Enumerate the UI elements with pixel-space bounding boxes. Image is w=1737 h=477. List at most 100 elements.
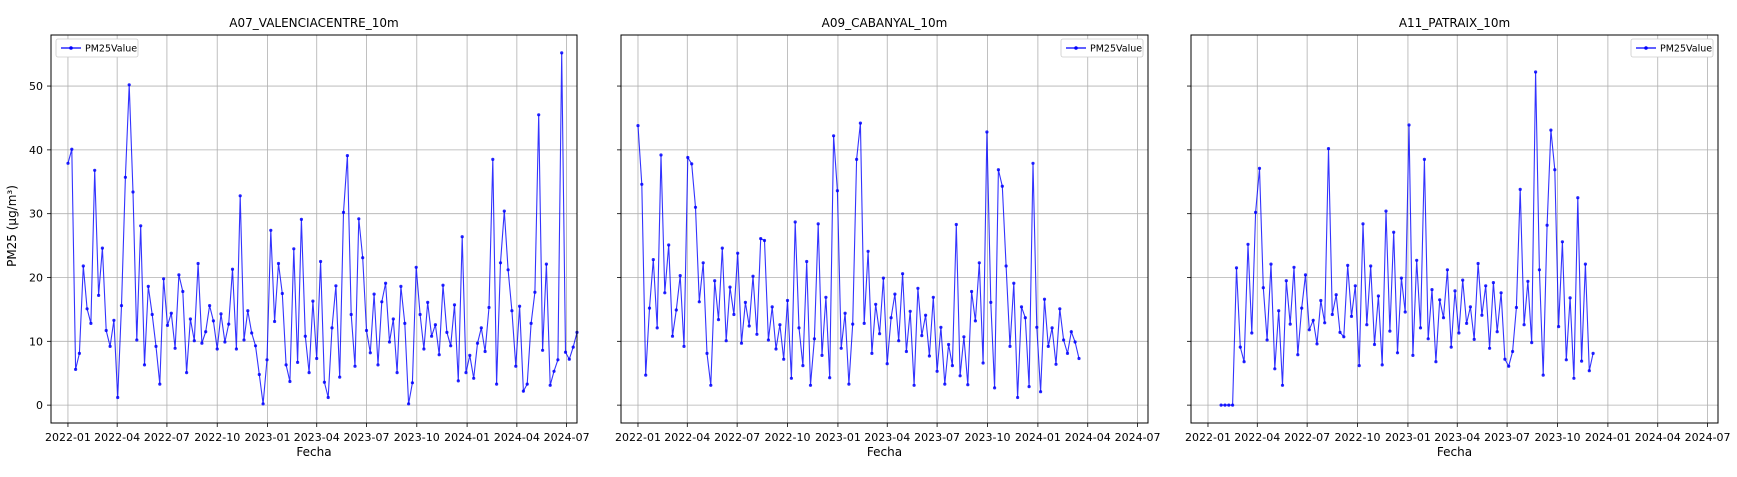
chart-panel: A09_CABANYAL_10m 2022-01 2022-04 2022-07 202… (615, 16, 1161, 459)
x-tick-label: 2022-07 (144, 431, 190, 444)
data-point (1591, 351, 1595, 355)
data-point (1361, 222, 1365, 226)
data-point (1231, 403, 1235, 407)
data-point (123, 175, 127, 179)
data-point (782, 357, 786, 361)
data-point (449, 344, 453, 348)
data-point (238, 194, 242, 198)
data-point (839, 346, 843, 350)
data-point (1288, 322, 1292, 326)
data-point (307, 371, 311, 375)
data-point (116, 395, 120, 400)
data-point (812, 337, 817, 341)
data-point (387, 340, 392, 344)
data-point (939, 325, 943, 329)
data-point (563, 350, 568, 354)
y-tick-label: 50 (29, 80, 43, 93)
data-point (1587, 369, 1591, 373)
data-point (265, 358, 269, 362)
data-point (1012, 281, 1016, 285)
data-point (288, 379, 292, 384)
data-point (181, 289, 185, 294)
y-tick-label: 30 (29, 208, 43, 221)
data-point (1077, 356, 1081, 361)
data-point (1346, 263, 1350, 267)
data-point (338, 375, 342, 379)
data-point (1273, 367, 1277, 371)
data-point (1499, 291, 1503, 295)
data-point (319, 259, 323, 264)
data-point (1035, 325, 1039, 329)
data-point (407, 402, 411, 406)
data-point (1422, 157, 1426, 161)
x-tick-label: 2024-01 (1585, 431, 1631, 444)
data-point (1261, 286, 1265, 290)
data-point (158, 382, 162, 386)
data-point (759, 237, 763, 241)
data-point (1465, 321, 1469, 325)
data-point (1530, 341, 1534, 345)
data-point (1065, 351, 1070, 355)
data-point (414, 265, 418, 269)
data-point (709, 383, 713, 387)
data-point (747, 324, 751, 328)
data-point (261, 402, 265, 406)
data-point (108, 344, 112, 348)
data-point (824, 295, 828, 299)
data-point (315, 356, 319, 361)
x-tick-label: 2023-07 (914, 431, 960, 444)
data-point (1503, 357, 1507, 361)
data-point (1495, 330, 1499, 334)
data-point (571, 345, 575, 349)
data-point (1580, 359, 1584, 363)
data-point (506, 268, 510, 272)
data-point (732, 312, 736, 317)
data-point (142, 363, 147, 367)
data-point (1004, 264, 1008, 268)
data-point (246, 309, 250, 313)
data-point (1227, 403, 1231, 407)
data-point (847, 382, 851, 386)
data-point (74, 367, 78, 371)
data-point (862, 321, 866, 325)
x-tick-label: 2022-04 (94, 431, 140, 444)
data-point (253, 344, 258, 348)
data-point (1411, 353, 1415, 357)
data-point (223, 340, 227, 344)
data-point (908, 309, 912, 313)
data-point (1564, 358, 1568, 362)
x-tick-label: 2024-01 (1015, 431, 1061, 444)
legend-box (55, 38, 139, 58)
x-tick-label: 2023-10 (394, 431, 440, 444)
data-point (135, 338, 139, 342)
data-point (1050, 326, 1054, 330)
data-point (1223, 403, 1227, 407)
data-point (1522, 323, 1526, 327)
data-point (755, 332, 759, 336)
data-point (647, 306, 652, 310)
data-point (739, 341, 744, 345)
legend-box (1060, 38, 1144, 58)
data-point (678, 274, 682, 278)
data-point (410, 381, 414, 385)
data-point (437, 353, 441, 357)
x-tick-label: 2024-04 (494, 431, 540, 444)
data-point (1557, 325, 1561, 329)
data-point (533, 290, 537, 294)
legend-box (1630, 38, 1714, 58)
data-point (192, 339, 196, 343)
data-point (1484, 284, 1488, 288)
axes-frame (50, 34, 578, 424)
data-point (296, 360, 300, 364)
data-point (361, 256, 365, 260)
data-point (479, 326, 483, 330)
data-point (177, 273, 181, 277)
data-point (1468, 305, 1472, 309)
data-point (491, 157, 495, 161)
data-point (950, 364, 955, 368)
axes-frame (1190, 34, 1719, 424)
data-point (1357, 364, 1361, 368)
data-point (514, 364, 518, 368)
data-point (724, 339, 728, 343)
data-point (487, 305, 491, 310)
